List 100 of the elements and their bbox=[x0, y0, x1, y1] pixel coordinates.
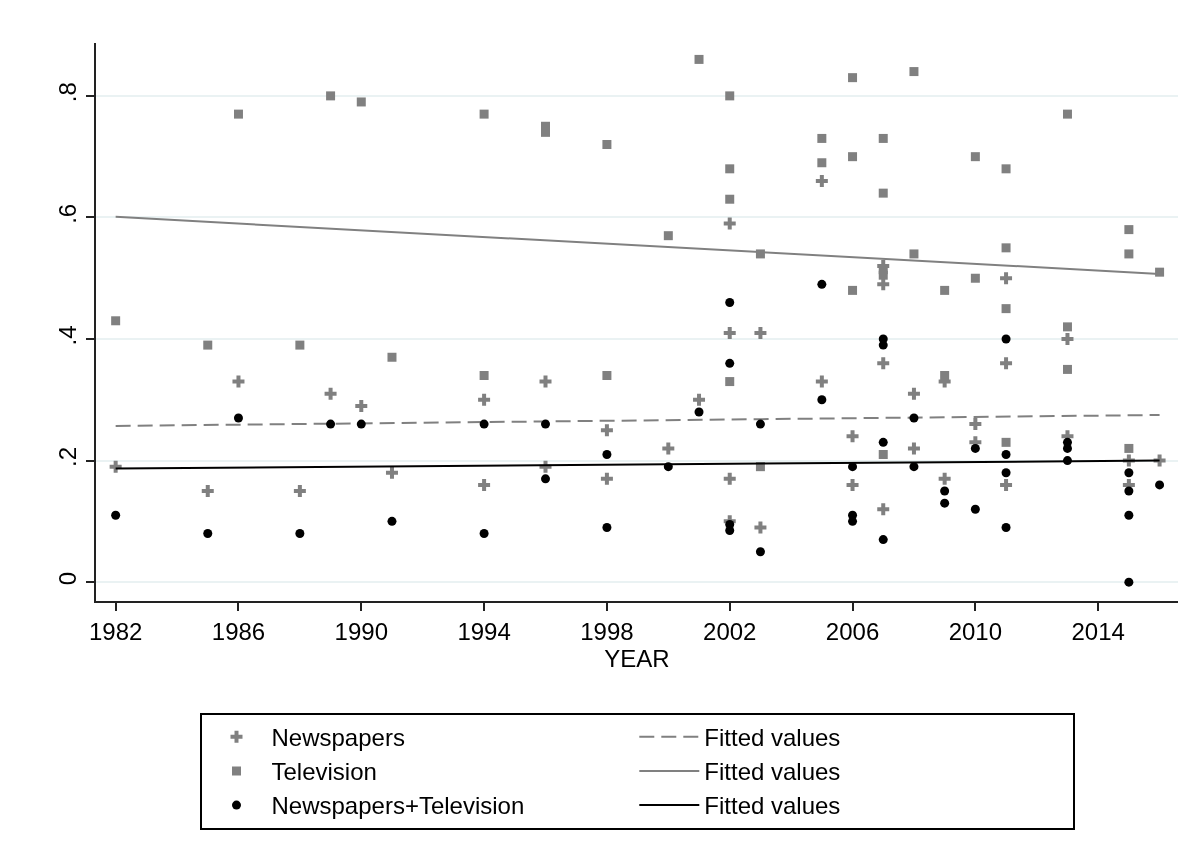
x-tick-label: 2006 bbox=[825, 617, 880, 645]
point bbox=[111, 316, 121, 326]
point bbox=[326, 91, 336, 101]
point bbox=[539, 375, 552, 388]
point bbox=[387, 516, 397, 526]
point bbox=[693, 393, 706, 406]
point bbox=[909, 249, 919, 259]
point bbox=[1062, 109, 1072, 119]
point bbox=[355, 399, 368, 412]
point bbox=[1124, 468, 1134, 478]
point bbox=[600, 424, 613, 437]
point bbox=[1062, 364, 1072, 374]
point bbox=[970, 504, 980, 514]
point bbox=[754, 326, 767, 339]
point bbox=[541, 474, 550, 484]
point bbox=[1000, 272, 1013, 285]
point bbox=[201, 484, 214, 497]
point bbox=[1124, 577, 1134, 587]
point bbox=[1062, 322, 1072, 332]
y-tick-label: .4 bbox=[54, 325, 82, 346]
point bbox=[1061, 333, 1074, 346]
point bbox=[909, 462, 919, 472]
point bbox=[1001, 304, 1011, 314]
point bbox=[970, 273, 980, 283]
point bbox=[602, 140, 612, 150]
point bbox=[232, 375, 245, 388]
point bbox=[1124, 225, 1134, 235]
point bbox=[662, 442, 675, 455]
point bbox=[817, 158, 827, 168]
point bbox=[479, 419, 489, 429]
point bbox=[909, 67, 919, 77]
point bbox=[817, 133, 827, 143]
point bbox=[878, 133, 888, 143]
point bbox=[1000, 357, 1013, 370]
point bbox=[385, 466, 398, 479]
point bbox=[203, 340, 213, 350]
point bbox=[723, 326, 736, 339]
point bbox=[878, 270, 888, 280]
legend-label: Fitted values bbox=[704, 724, 841, 752]
x-axis-title: YEAR bbox=[604, 644, 670, 672]
point bbox=[295, 340, 305, 350]
y-tick-label: .6 bbox=[54, 203, 82, 224]
point bbox=[478, 478, 491, 491]
point bbox=[755, 547, 765, 557]
point bbox=[725, 377, 735, 387]
point bbox=[723, 217, 736, 230]
point bbox=[1124, 486, 1134, 496]
point bbox=[1001, 334, 1011, 344]
point bbox=[938, 472, 951, 485]
point bbox=[940, 486, 950, 496]
point bbox=[356, 97, 366, 107]
point bbox=[233, 109, 243, 119]
point bbox=[541, 419, 550, 429]
point bbox=[1001, 450, 1011, 460]
x-tick-label: 2002 bbox=[703, 617, 757, 645]
legend-label: Newspapers+Television bbox=[271, 792, 525, 820]
point bbox=[1001, 164, 1011, 174]
point bbox=[970, 152, 980, 162]
point bbox=[387, 352, 397, 362]
point bbox=[478, 393, 491, 406]
point bbox=[848, 285, 858, 295]
point bbox=[815, 174, 828, 187]
point bbox=[356, 419, 366, 429]
point bbox=[326, 419, 336, 429]
point bbox=[877, 357, 890, 370]
point bbox=[1124, 443, 1134, 453]
point bbox=[725, 164, 735, 174]
point bbox=[846, 430, 859, 443]
point bbox=[203, 529, 213, 539]
point bbox=[848, 152, 858, 162]
point bbox=[817, 395, 827, 405]
point bbox=[1124, 510, 1134, 520]
point bbox=[1001, 468, 1011, 478]
point bbox=[878, 535, 888, 545]
point bbox=[940, 370, 950, 380]
point bbox=[295, 529, 305, 539]
point bbox=[1124, 249, 1134, 259]
x-tick-label: 1986 bbox=[211, 617, 266, 645]
point bbox=[479, 370, 489, 380]
point bbox=[846, 478, 859, 491]
point bbox=[479, 529, 489, 539]
point bbox=[817, 279, 827, 289]
point bbox=[1001, 437, 1011, 447]
point bbox=[602, 450, 612, 460]
point bbox=[1001, 243, 1011, 253]
point bbox=[694, 54, 704, 64]
point bbox=[725, 298, 735, 308]
point bbox=[1000, 478, 1013, 491]
y-tick-label: .8 bbox=[54, 82, 82, 103]
point bbox=[909, 413, 919, 423]
point bbox=[663, 231, 673, 241]
legend-label: Newspapers bbox=[271, 724, 405, 752]
x-tick-label: 1982 bbox=[88, 617, 143, 645]
point bbox=[1155, 480, 1165, 490]
x-tick-label: 2010 bbox=[948, 617, 1003, 645]
point bbox=[725, 91, 735, 101]
point bbox=[293, 484, 306, 497]
point bbox=[940, 498, 950, 508]
x-tick-label: 1998 bbox=[580, 617, 634, 645]
point bbox=[970, 443, 980, 453]
